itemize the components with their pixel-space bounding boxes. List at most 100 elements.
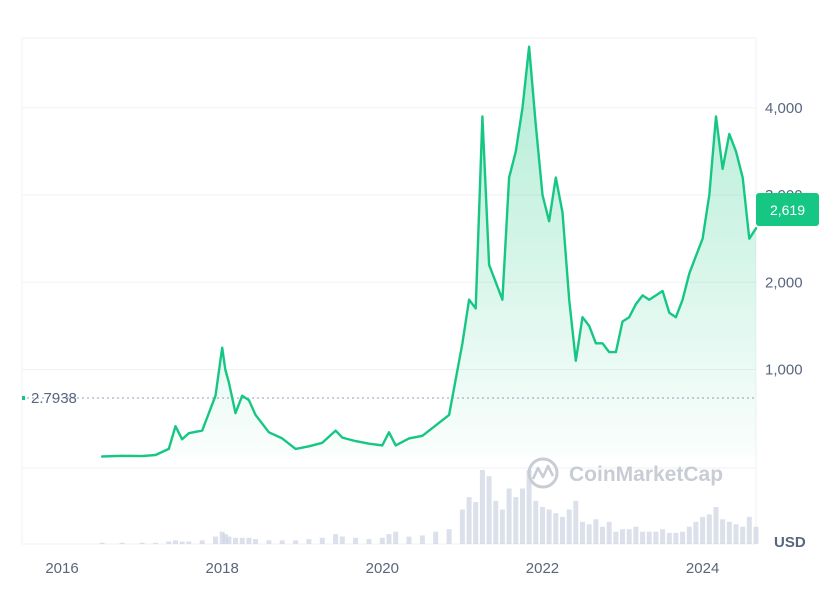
y-tick-label: 2,000 [765, 274, 803, 291]
volume-bar [366, 539, 372, 544]
volume-bar [586, 524, 592, 544]
volume-bar [533, 500, 539, 544]
x-axis-ticks: 2016 2018 2020 2022 2024 [45, 560, 719, 577]
volume-bar [666, 532, 672, 544]
volume-bar [386, 534, 392, 544]
volume-bar [353, 537, 359, 544]
volume-bar [686, 526, 692, 544]
volume-bar [219, 531, 225, 544]
volume-bar [153, 542, 158, 544]
volume-bar [673, 532, 679, 544]
x-tick-label: 2022 [526, 560, 559, 577]
price-area-fill [102, 46, 757, 457]
start-value-dot [22, 396, 25, 400]
volume-bar [620, 529, 625, 544]
volume-bar [746, 516, 752, 544]
volume-bar [613, 531, 619, 544]
volume-bar [693, 521, 699, 544]
volume-bar [540, 507, 545, 544]
volume-bar [706, 514, 712, 544]
volume-bar [179, 541, 185, 544]
volume-bar [726, 521, 732, 544]
price-line [100, 45, 758, 458]
volume-bar [506, 488, 512, 544]
volume-bar [526, 470, 532, 544]
volume-bar [239, 537, 245, 544]
volume-bar [560, 516, 565, 544]
volume-bar [246, 537, 252, 544]
volume-bars [99, 470, 759, 544]
volume-bar [680, 531, 686, 544]
x-tick-label: 2024 [686, 560, 719, 577]
volume-bar [139, 542, 145, 544]
volume-bar [233, 537, 238, 544]
volume-bar [626, 529, 632, 544]
current-value-label: 2,619 [770, 202, 805, 218]
volume-bar [293, 540, 299, 544]
volume-bar [119, 542, 125, 544]
volume-bar [199, 540, 205, 544]
unit-label: USD [774, 534, 806, 551]
watermark: CoinMarketCap [527, 457, 723, 489]
volume-bar [499, 509, 505, 544]
coinmarketcap-logo-icon [527, 457, 559, 489]
volume-bar [700, 516, 706, 544]
volume-bar [493, 500, 499, 544]
current-value-badge: 2,619 [756, 193, 819, 226]
volume-bar [553, 513, 559, 544]
y-tick-label: 4,000 [765, 100, 803, 117]
x-tick-label: 2018 [205, 560, 238, 577]
volume-bar [740, 526, 746, 544]
volume-bar [593, 519, 599, 544]
volume-bar [226, 536, 232, 544]
volume-bar [713, 507, 719, 544]
volume-bar [266, 540, 272, 544]
volume-bar [186, 541, 192, 544]
volume-bar [466, 497, 472, 544]
volume-bar [720, 519, 726, 544]
volume-bar [319, 537, 325, 544]
start-value-marker: 2.7938 [22, 390, 77, 407]
watermark-text: CoinMarketCap [569, 463, 723, 486]
volume-bar [419, 535, 425, 544]
volume-bar [580, 521, 585, 544]
volume-bar [446, 529, 452, 544]
volume-bar [479, 470, 485, 544]
volume-bar [733, 524, 739, 544]
volume-bar [339, 536, 345, 544]
volume-bar [640, 531, 646, 544]
volume-bar [459, 509, 465, 544]
volume-bar [546, 509, 552, 544]
volume-bar [566, 509, 572, 544]
volume-bar [520, 488, 525, 544]
volume-bar [406, 536, 412, 544]
y-tick-label: 1,000 [765, 362, 803, 379]
volume-bar [473, 502, 479, 544]
volume-bar [573, 500, 579, 544]
volume-bar [333, 534, 339, 544]
x-tick-label: 2016 [45, 560, 78, 577]
x-tick-label: 2020 [366, 560, 399, 577]
volume-bar [393, 531, 399, 544]
volume-bar [486, 476, 492, 544]
volume-bar [222, 534, 228, 544]
volume-bar [166, 541, 172, 544]
volume-bar [646, 531, 652, 544]
volume-bar [213, 536, 218, 544]
volume-bar [379, 537, 385, 544]
current-value-badge-bg [756, 193, 819, 226]
start-value-label: 2.7938 [31, 390, 77, 407]
volume-bar [173, 540, 178, 544]
volume-bar [606, 521, 612, 544]
volume-bar [306, 539, 312, 544]
volume-bar [433, 531, 439, 544]
volume-bar [513, 497, 519, 544]
volume-bar [600, 526, 605, 544]
volume-bar [633, 526, 639, 544]
volume-bar [653, 531, 659, 544]
volume-bar [279, 540, 285, 544]
volume-bar [253, 539, 258, 544]
volume-bar [99, 542, 105, 544]
